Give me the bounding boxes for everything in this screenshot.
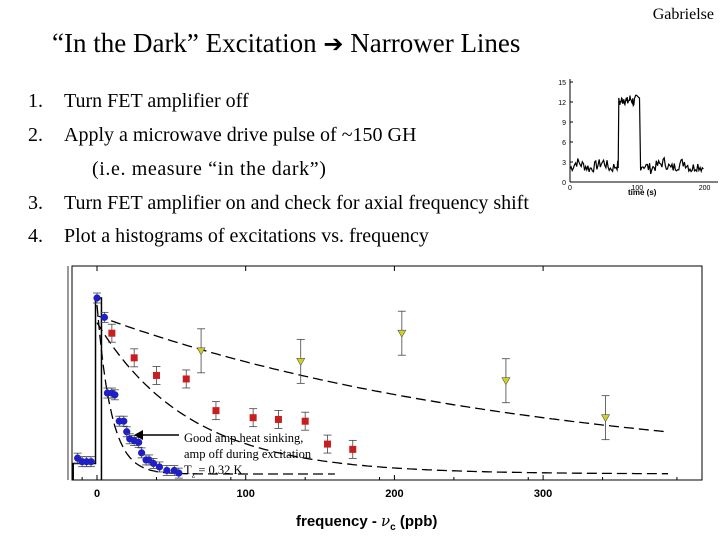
histogram-chart: 0 100 200 300 — [67, 265, 703, 500]
step-number: 1. — [28, 90, 43, 112]
data-markers — [73, 292, 611, 479]
data-point-circle — [87, 458, 95, 466]
step-number: 2. — [28, 124, 43, 146]
data-point-triangle — [397, 329, 407, 338]
histogram-bars — [72, 297, 103, 480]
step-1: 1. Turn FET amplifier off — [28, 90, 249, 113]
inset-x-axis-label: time (s) — [628, 188, 657, 197]
x-tick-label: 0 — [94, 488, 100, 500]
inset-y-tick-label: 12 — [558, 100, 566, 107]
data-point-square — [108, 329, 116, 337]
data-point-square — [249, 414, 257, 422]
step-4: 4. Plot a histograms of excitations vs. f… — [28, 225, 429, 248]
step-text: Apply a microwave drive pulse of ~150 GH — [64, 124, 417, 146]
step-text: Turn FET amplifier off — [64, 90, 249, 112]
inset-x-tick-label: 0 — [568, 185, 572, 192]
plot-frame — [71, 265, 703, 481]
inset-trace-line — [569, 94, 704, 175]
data-point-square — [182, 375, 190, 383]
inset-frame — [569, 79, 718, 183]
data-point-square — [323, 440, 331, 448]
inset-x-tick-label: 100 — [631, 185, 643, 192]
inset-x-ticks: 0 100 200 — [568, 185, 710, 192]
inset-y-tick-label: 9 — [562, 120, 566, 127]
x-tick-label: 300 — [534, 488, 552, 500]
step-2: 2. Apply a microwave drive pulse of ~150 … — [28, 124, 416, 147]
fit-curve-mid — [96, 322, 668, 475]
data-point-square — [152, 371, 160, 379]
step-3: 3. Turn FET amplifier on and check for ax… — [28, 192, 529, 215]
title-left: “In the Dark” Excitation — [52, 28, 317, 58]
data-point-circle — [163, 466, 171, 475]
x-axis-ticks: 0 100 200 300 — [81, 266, 678, 500]
data-point-circle — [135, 438, 143, 446]
step-2-note: (i.e. measure “in the dark”) — [92, 158, 327, 180]
inset-x-tick-label: 200 — [699, 185, 711, 192]
data-point-circle — [120, 417, 128, 425]
slide-title: “In the Dark” Excitation ➔ Narrower Line… — [52, 28, 520, 59]
x-axis-label: frequency - νc (ppb) — [296, 512, 438, 533]
chart-annotation: Good amp heat sinking, amp off during ex… — [184, 430, 311, 484]
data-point-square — [301, 417, 309, 425]
fit-curve-steep — [96, 304, 335, 475]
data-point-circle — [175, 469, 183, 477]
step-number: 3. — [28, 192, 43, 214]
fit-curve-slow — [96, 314, 669, 433]
inset-y-tick-label: 3 — [562, 160, 566, 167]
inset-y-tick-label: 6 — [562, 140, 566, 147]
data-point-circle — [100, 313, 109, 321]
annotation-line-2: amp off during excitation — [184, 447, 312, 461]
data-point-triangle — [501, 377, 511, 386]
data-point-circle — [155, 463, 164, 471]
title-right: Narrower Lines — [350, 28, 521, 58]
inset-y-tick-label: 15 — [558, 80, 566, 87]
author-label: Gabrielse — [652, 6, 714, 23]
data-point-circle — [111, 391, 119, 399]
annotation-line-3: Tz = 0.32 K — [184, 463, 243, 480]
step-text: Turn FET amplifier on and check for axia… — [64, 192, 529, 214]
data-point-square — [130, 354, 138, 362]
data-point-circle — [123, 428, 131, 436]
inset-time-trace-chart: 15 12 9 6 3 0 0 100 200 time (s) — [558, 79, 718, 197]
x-tick-label: 200 — [385, 488, 403, 500]
data-point-triangle — [196, 347, 206, 356]
step-text: Plot a histograms of excitations vs. fre… — [64, 225, 429, 247]
data-point-triangle — [296, 358, 306, 366]
data-point-circle — [93, 294, 101, 302]
data-point-square — [212, 407, 220, 415]
inset-y-tick-label: 0 — [562, 180, 566, 187]
annotation-arrow — [134, 430, 179, 440]
x-tick-label: 100 — [237, 488, 255, 500]
data-point-circle — [149, 459, 158, 468]
data-point-circle — [138, 449, 146, 457]
step-number: 4. — [28, 225, 43, 247]
data-point-square — [274, 415, 282, 423]
annotation-line-1: Good amp heat sinking, — [184, 431, 304, 445]
data-point-triangle — [601, 414, 611, 423]
right-arrow-icon: ➔ — [323, 30, 344, 58]
inset-y-ticks: 15 12 9 6 3 0 — [558, 80, 573, 187]
data-point-square — [349, 445, 357, 453]
